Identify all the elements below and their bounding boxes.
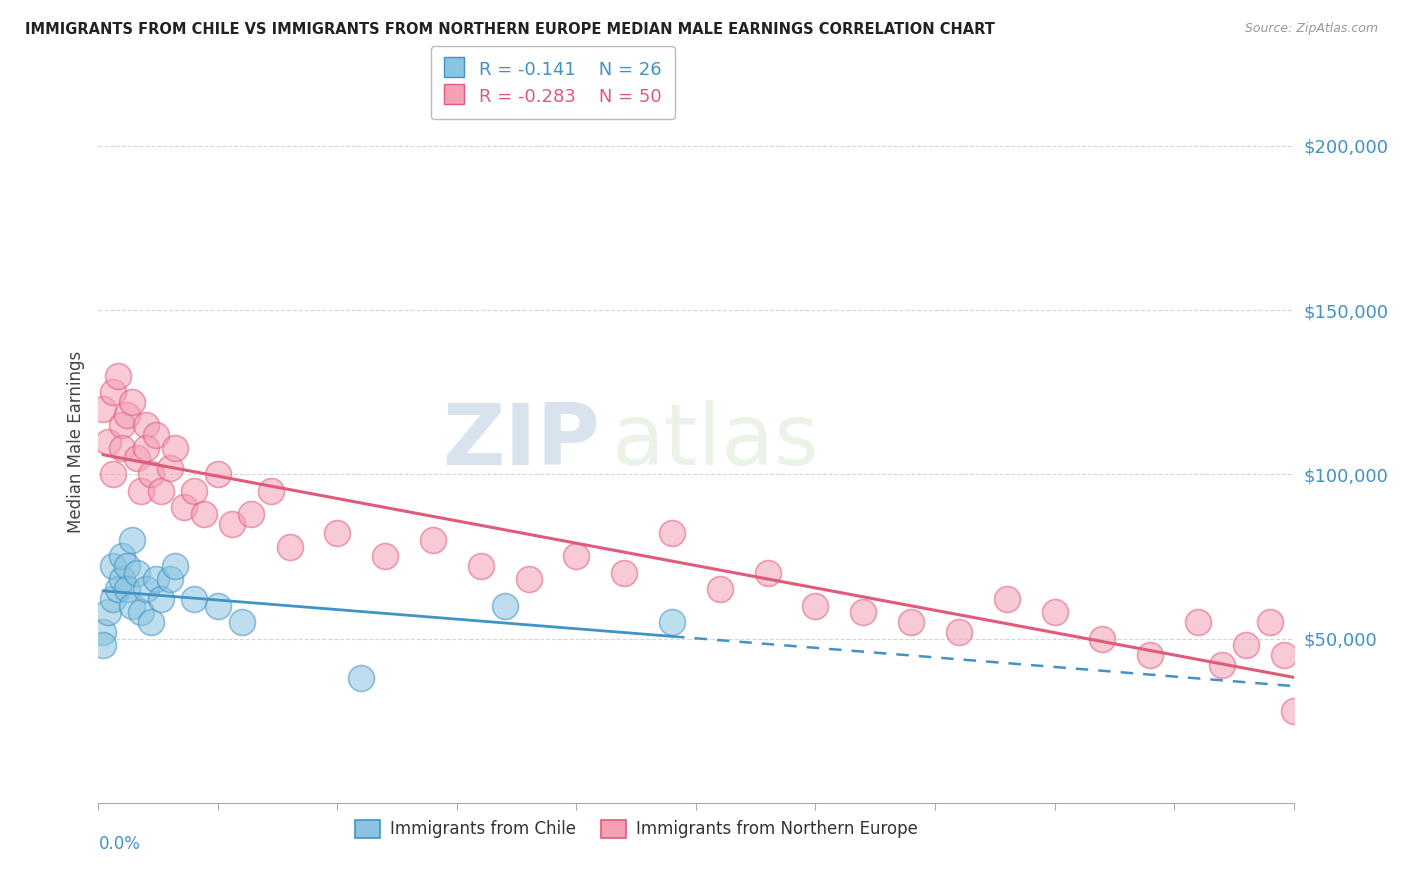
Point bbox=[900, 615, 922, 630]
Text: IMMIGRANTS FROM CHILE VS IMMIGRANTS FROM NORTHERN EUROPE MEDIAN MALE EARNINGS CO: IMMIGRANTS FROM CHILE VS IMMIGRANTS FROM… bbox=[25, 22, 995, 37]
Point bbox=[183, 483, 205, 498]
Point bbox=[259, 483, 281, 498]
Text: 0.0%: 0.0% bbox=[98, 835, 141, 854]
Point bbox=[91, 638, 114, 652]
Point bbox=[183, 592, 205, 607]
Point bbox=[240, 507, 263, 521]
Point bbox=[422, 533, 444, 547]
Point bbox=[101, 467, 124, 482]
Point bbox=[139, 467, 162, 482]
Point bbox=[278, 540, 301, 554]
Point bbox=[494, 599, 516, 613]
Point bbox=[1234, 638, 1257, 652]
Point bbox=[135, 418, 157, 433]
Point bbox=[374, 549, 396, 564]
Point bbox=[115, 582, 138, 597]
Point bbox=[145, 573, 167, 587]
Point bbox=[149, 592, 172, 607]
Point bbox=[101, 592, 124, 607]
Point bbox=[221, 516, 243, 531]
Point bbox=[131, 605, 153, 619]
Point bbox=[1091, 632, 1114, 646]
Text: Source: ZipAtlas.com: Source: ZipAtlas.com bbox=[1244, 22, 1378, 36]
Point bbox=[326, 526, 349, 541]
Point bbox=[159, 573, 181, 587]
Point bbox=[97, 605, 120, 619]
Point bbox=[1139, 648, 1161, 662]
Point bbox=[1272, 648, 1295, 662]
Point bbox=[111, 441, 134, 455]
Point bbox=[661, 615, 683, 630]
Point bbox=[1258, 615, 1281, 630]
Y-axis label: Median Male Earnings: Median Male Earnings bbox=[66, 351, 84, 533]
Point bbox=[101, 559, 124, 574]
Point bbox=[207, 467, 229, 482]
Point bbox=[91, 401, 114, 416]
Point bbox=[91, 625, 114, 640]
Point bbox=[1211, 657, 1233, 672]
Point bbox=[111, 418, 134, 433]
Point bbox=[517, 573, 540, 587]
Point bbox=[948, 625, 970, 640]
Point bbox=[804, 599, 827, 613]
Point bbox=[1282, 704, 1305, 718]
Point bbox=[852, 605, 875, 619]
Point bbox=[135, 441, 157, 455]
Point bbox=[661, 526, 683, 541]
Point bbox=[125, 566, 148, 580]
Point bbox=[207, 599, 229, 613]
Point bbox=[125, 450, 148, 465]
Legend: Immigrants from Chile, Immigrants from Northern Europe: Immigrants from Chile, Immigrants from N… bbox=[349, 813, 924, 845]
Point bbox=[231, 615, 253, 630]
Point bbox=[565, 549, 588, 564]
Point bbox=[1043, 605, 1066, 619]
Point bbox=[131, 483, 153, 498]
Point bbox=[145, 428, 167, 442]
Point bbox=[756, 566, 779, 580]
Point bbox=[163, 559, 186, 574]
Point bbox=[163, 441, 186, 455]
Point bbox=[709, 582, 731, 597]
Point bbox=[111, 573, 134, 587]
Point bbox=[159, 460, 181, 475]
Point bbox=[115, 559, 138, 574]
Point bbox=[121, 395, 143, 409]
Point bbox=[115, 409, 138, 423]
Text: atlas: atlas bbox=[613, 400, 820, 483]
Point bbox=[107, 582, 129, 597]
Point bbox=[1187, 615, 1209, 630]
Point bbox=[135, 582, 157, 597]
Point bbox=[101, 385, 124, 400]
Point bbox=[193, 507, 215, 521]
Point bbox=[107, 368, 129, 383]
Point bbox=[139, 615, 162, 630]
Point bbox=[97, 434, 120, 449]
Point bbox=[350, 671, 373, 685]
Point bbox=[613, 566, 636, 580]
Point bbox=[149, 483, 172, 498]
Point bbox=[121, 533, 143, 547]
Text: ZIP: ZIP bbox=[443, 400, 600, 483]
Point bbox=[173, 500, 195, 515]
Point bbox=[121, 599, 143, 613]
Point bbox=[470, 559, 492, 574]
Point bbox=[995, 592, 1018, 607]
Point bbox=[111, 549, 134, 564]
